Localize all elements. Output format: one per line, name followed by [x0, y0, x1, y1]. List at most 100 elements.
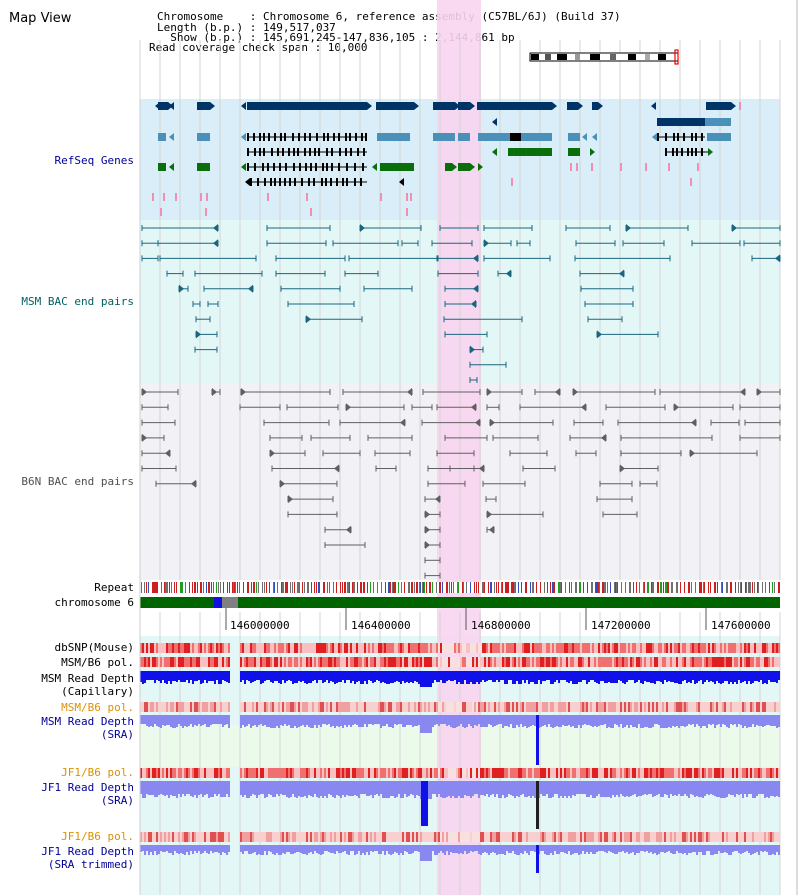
polymorphism-cell	[542, 702, 544, 712]
polymorphism-cell	[652, 768, 654, 778]
polymorphism-cell	[382, 768, 384, 778]
chromosome-bar[interactable]	[140, 597, 780, 608]
repeat-track[interactable]	[140, 582, 780, 593]
repeat-element	[419, 582, 420, 593]
msm-bac-label[interactable]: MSM BAC end pairs	[21, 295, 134, 308]
msm-depth-sra-label[interactable]: MSM Read Depth	[41, 715, 134, 728]
depth-bar	[616, 715, 618, 725]
depth-bar	[220, 715, 222, 724]
msm-depth-capillary-label[interactable]: MSM Read Depth	[41, 672, 134, 685]
polymorphism-cell	[496, 657, 498, 667]
b6n-bac-track[interactable]	[141, 388, 781, 579]
repeat-element	[762, 582, 763, 593]
depth-bar	[404, 671, 406, 683]
polymorphism-cell	[308, 702, 310, 712]
depth-bar	[436, 715, 438, 724]
jf1-depth-sra-label[interactable]: JF1 Read Depth	[41, 781, 134, 794]
selection-highlight[interactable]	[437, 0, 481, 895]
polymorphism-cell	[420, 768, 422, 778]
polymorphism-cell	[754, 643, 756, 653]
polymorphism-cell	[550, 702, 552, 712]
repeat-label[interactable]: Repeat	[94, 581, 134, 594]
depth-bar	[438, 781, 440, 794]
polymorphism-cell	[420, 643, 422, 653]
gene-exon	[345, 148, 347, 156]
depth-bar	[752, 671, 754, 683]
depth-bar	[156, 715, 158, 726]
depth-bar	[694, 781, 696, 797]
depth-bar	[702, 715, 704, 726]
jf1-pol-label-2[interactable]: JF1/B6 pol.	[61, 830, 134, 843]
polymorphism-cell	[476, 832, 478, 842]
polymorphism-cell	[488, 643, 490, 653]
jf1-depth-trimmed-label[interactable]: JF1 Read Depth	[41, 845, 134, 858]
strand-arrow	[592, 133, 597, 141]
chromosome-ideogram[interactable]	[529, 49, 679, 65]
polymorphism-cell	[140, 768, 142, 778]
chromosome-label[interactable]: chromosome 6	[54, 596, 134, 609]
polymorphism-cell	[766, 657, 768, 667]
depth-bar	[378, 715, 380, 724]
polymorphism-cell	[210, 768, 212, 778]
depth-bar	[446, 781, 448, 797]
repeat-element	[691, 582, 692, 593]
polymorphism-cell	[424, 657, 426, 667]
gene-exon	[271, 148, 273, 156]
msm-bac-track[interactable]	[141, 224, 781, 383]
small-feature	[380, 193, 382, 201]
b6n-bac-label[interactable]: B6N BAC end pairs	[21, 475, 134, 488]
jf1-pol-label[interactable]: JF1/B6 pol.	[61, 766, 134, 779]
depth-bar	[472, 671, 474, 684]
repeat-element	[409, 582, 410, 593]
polymorphism-cell	[148, 657, 150, 667]
gene-exon	[322, 163, 324, 171]
repeat-element	[233, 582, 234, 593]
repeat-element	[316, 582, 317, 593]
polymorphism-cell	[670, 702, 672, 712]
polymorphism-cell	[468, 702, 470, 712]
depth-bar	[212, 781, 214, 797]
depth-bar	[610, 715, 612, 728]
polymorphism-cell	[718, 702, 720, 712]
polymorphism-cell	[162, 702, 164, 712]
refseq-genes-track[interactable]	[152, 102, 741, 216]
depth-bar	[486, 671, 488, 681]
polymorphism-cell	[206, 657, 208, 667]
depth-bar	[636, 715, 638, 728]
repeat-element	[514, 582, 515, 593]
repeat-element	[194, 582, 196, 593]
polymorphism-cell	[558, 643, 560, 653]
depth-bar	[550, 781, 552, 798]
repeat-element	[484, 582, 485, 593]
polymorphism-cell	[244, 768, 246, 778]
depth-bar	[702, 671, 704, 684]
polymorphism-cell	[614, 832, 616, 842]
depth-bar	[768, 845, 770, 855]
depth-bar	[610, 781, 612, 798]
polymorphism-cell	[772, 768, 774, 778]
strand-arrow	[552, 102, 557, 110]
polymorphism-cell	[698, 702, 700, 712]
polymorphism-cell	[264, 768, 266, 778]
polymorphism-cell	[704, 702, 706, 712]
depth-bar	[778, 845, 780, 855]
depth-bar	[156, 845, 158, 855]
read-depth-tracks[interactable]	[140, 643, 780, 873]
depth-bar	[544, 781, 546, 796]
dbsnp-label[interactable]: dbSNP(Mouse)	[54, 641, 134, 654]
msm-pol-label-2[interactable]: MSM/B6 pol.	[61, 701, 134, 714]
refseq-genes-label[interactable]: RefSeq Genes	[54, 154, 134, 167]
polymorphism-cell	[590, 832, 592, 842]
repeat-element	[583, 582, 584, 593]
depth-bar	[712, 671, 714, 682]
polymorphism-cell	[714, 643, 716, 653]
strand-arrow	[490, 418, 495, 427]
polymorphism-cell	[690, 832, 692, 842]
polymorphism-cell	[732, 643, 734, 653]
polymorphism-cell	[212, 657, 214, 667]
gene-exon	[691, 148, 693, 156]
msm-pol-label[interactable]: MSM/B6 pol.	[61, 656, 134, 669]
depth-bar	[492, 715, 494, 727]
repeat-element	[264, 582, 265, 593]
